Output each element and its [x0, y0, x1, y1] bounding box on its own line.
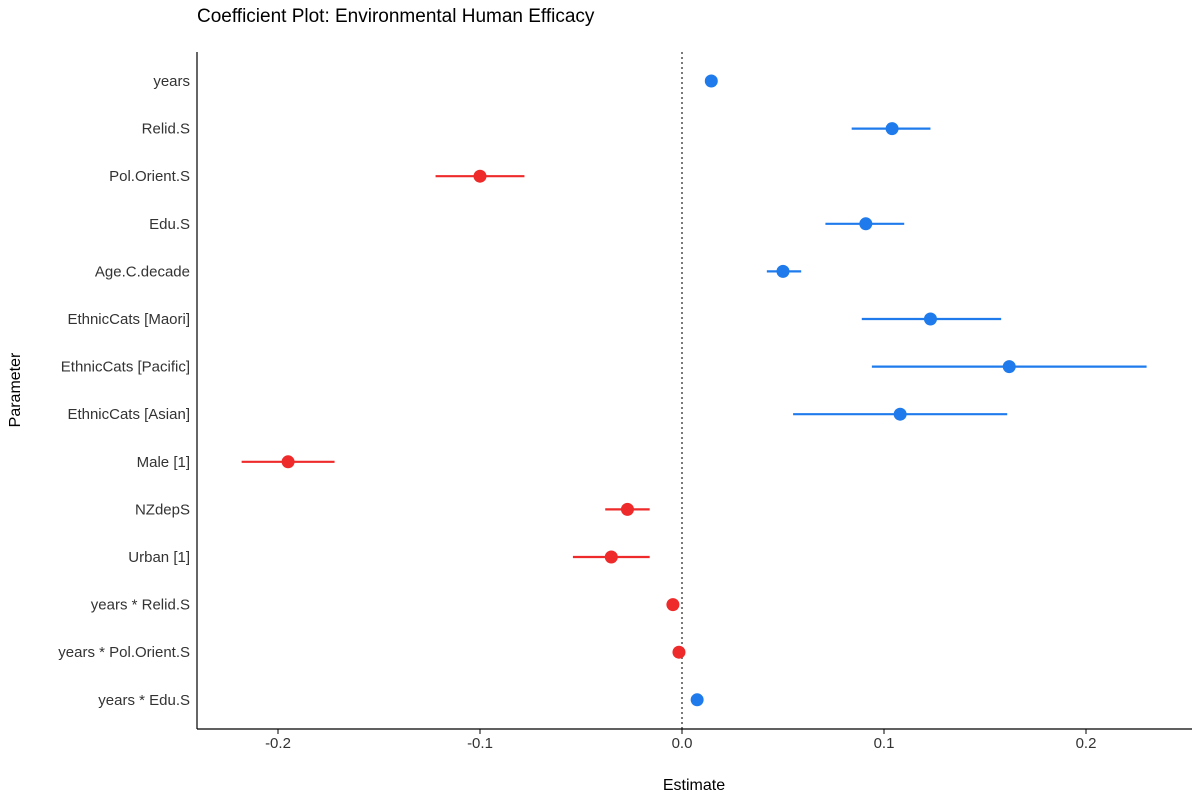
point-edu-s — [859, 217, 873, 231]
x-tick-label: 0.2 — [1076, 735, 1097, 752]
y-tick-label-nzdeps: NZdepS — [135, 501, 190, 518]
y-tick-label-years-pol-orient-s: years * Pol.Orient.S — [58, 644, 190, 661]
x-tick-label: -0.2 — [265, 735, 291, 752]
y-tick-label-urban-1: Urban [1] — [128, 549, 190, 566]
point-relid-s — [885, 122, 899, 136]
point-nzdeps — [620, 502, 634, 516]
point-years-pol-orient-s — [672, 645, 686, 659]
chart-title: Coefficient Plot: Environmental Human Ef… — [197, 6, 595, 27]
x-axis-title: Estimate — [663, 777, 725, 794]
y-tick-label-ethniccats-maori: EthnicCats [Maori] — [67, 311, 190, 328]
x-axis-tick-labels: -0.2 -0.1 0.0 0.1 0.2 — [265, 729, 1096, 752]
point-pol-orient-s — [473, 169, 487, 183]
y-axis-title: Parameter — [7, 352, 24, 427]
y-tick-label-ethniccats-asian: EthnicCats [Asian] — [67, 406, 190, 423]
point-years-edu-s — [690, 693, 704, 707]
point-years-relid-s — [666, 598, 680, 612]
y-tick-label-pol-orient-s: Pol.Orient.S — [109, 168, 190, 185]
point-age-c-decade — [776, 264, 790, 278]
y-tick-label-years: years — [153, 73, 190, 90]
y-tick-label-age-c-decade: Age.C.decade — [95, 263, 190, 280]
point-ethniccats-pacific — [1002, 360, 1016, 374]
point-years — [704, 74, 718, 88]
plot-area — [241, 52, 1147, 729]
point-ethniccats-asian — [893, 407, 907, 421]
x-tick-label: 0.1 — [874, 735, 895, 752]
y-axis-tick-labels: years Relid.S Pol.Orient.S Edu.S Age.C.decad… — [58, 73, 190, 709]
point-male-1 — [281, 455, 295, 469]
x-tick-label: 0.0 — [672, 735, 693, 752]
x-tick-label: -0.1 — [467, 735, 493, 752]
y-tick-label-relid-s: Relid.S — [142, 121, 190, 138]
y-tick-label-years-relid-s: years * Relid.S — [91, 597, 190, 614]
y-tick-label-years-edu-s: years * Edu.S — [98, 692, 190, 709]
point-urban-1 — [604, 550, 618, 564]
point-ethniccats-maori — [923, 312, 937, 326]
y-tick-label-ethniccats-pacific: EthnicCats [Pacific] — [61, 359, 190, 376]
y-tick-label-male-1: Male [1] — [137, 454, 190, 471]
y-tick-label-edu-s: Edu.S — [149, 216, 190, 233]
